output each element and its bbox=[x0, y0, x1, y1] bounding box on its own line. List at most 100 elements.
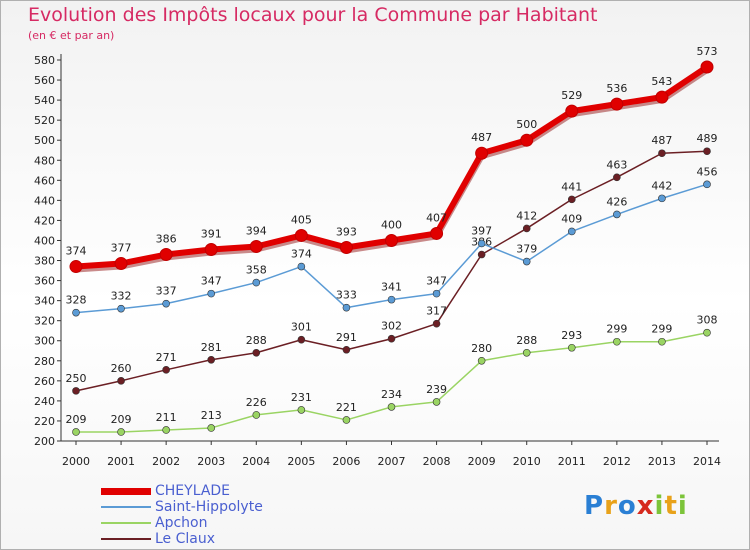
y-tick-label-480: 480 bbox=[34, 154, 55, 167]
point-saint-hippolyte-2011 bbox=[567, 227, 576, 236]
data-label-le-claux-2002: 271 bbox=[156, 351, 177, 364]
data-label-saint-hippolyte-2008: 347 bbox=[426, 275, 447, 288]
y-tick-label-360: 360 bbox=[34, 275, 55, 288]
x-tick-label-2004: 2004 bbox=[242, 455, 270, 468]
point-apchon-2012 bbox=[613, 337, 621, 346]
y-tick-label-340: 340 bbox=[34, 295, 55, 308]
point-cheylade-2006 bbox=[339, 240, 353, 254]
logo-letter-5: t bbox=[664, 491, 678, 521]
data-label-le-claux-2003: 281 bbox=[201, 341, 222, 354]
data-label-saint-hippolyte-2000: 328 bbox=[66, 294, 87, 307]
legend-swatch-cheylade bbox=[101, 488, 151, 495]
logo-letter-0: P bbox=[584, 491, 605, 521]
point-saint-hippolyte-2005 bbox=[297, 262, 306, 271]
y-tick-label-520: 520 bbox=[34, 114, 55, 127]
y-tick-label-560: 560 bbox=[34, 74, 55, 87]
x-tick-label-2014: 2014 bbox=[693, 455, 721, 468]
data-label-cheylade-2013: 543 bbox=[651, 75, 672, 88]
logo-letter-3: x bbox=[636, 491, 655, 521]
data-label-cheylade-2009: 487 bbox=[471, 131, 492, 144]
point-cheylade-2001 bbox=[114, 257, 128, 271]
point-saint-hippolyte-2012 bbox=[613, 210, 621, 219]
data-label-apchon-2014: 308 bbox=[697, 314, 718, 327]
data-label-apchon-2009: 280 bbox=[471, 342, 492, 355]
point-le-claux-2011 bbox=[567, 195, 576, 204]
data-label-saint-hippolyte-2011: 409 bbox=[561, 212, 582, 225]
point-apchon-2001 bbox=[117, 428, 125, 436]
data-label-apchon-2012: 299 bbox=[606, 323, 627, 336]
x-tick-label-2001: 2001 bbox=[107, 455, 135, 468]
point-cheylade-2008 bbox=[430, 226, 444, 240]
point-cheylade-2000 bbox=[69, 260, 83, 274]
point-saint-hippolyte-2001 bbox=[117, 304, 125, 313]
data-label-apchon-2004: 226 bbox=[246, 396, 267, 409]
logo-letter-4: i bbox=[654, 491, 665, 521]
point-le-claux-2012 bbox=[613, 173, 621, 182]
data-label-apchon-2002: 211 bbox=[156, 411, 177, 424]
point-le-claux-2014 bbox=[703, 147, 711, 156]
data-label-le-claux-2008: 317 bbox=[426, 305, 447, 318]
y-tick-label-280: 280 bbox=[34, 355, 55, 368]
data-label-saint-hippolyte-2009: 397 bbox=[471, 224, 492, 237]
y-tick-label-200: 200 bbox=[34, 435, 55, 448]
legend-label-saint-hippolyte: Saint-Hippolyte bbox=[155, 499, 263, 515]
data-label-le-claux-2005: 301 bbox=[291, 321, 312, 334]
point-saint-hippolyte-2010 bbox=[522, 257, 531, 266]
point-saint-hippolyte-2002 bbox=[162, 299, 170, 308]
data-label-cheylade-2006: 393 bbox=[336, 225, 357, 238]
point-apchon-2014 bbox=[703, 328, 711, 337]
point-le-claux-2010 bbox=[522, 224, 531, 233]
data-label-apchon-2001: 209 bbox=[111, 413, 132, 426]
y-tick-label-260: 260 bbox=[34, 375, 55, 388]
point-saint-hippolyte-2007 bbox=[387, 295, 396, 304]
data-label-apchon-2006: 221 bbox=[336, 401, 357, 414]
legend-swatch-apchon bbox=[101, 522, 151, 524]
data-label-saint-hippolyte-2003: 347 bbox=[201, 275, 222, 288]
data-label-cheylade-2004: 394 bbox=[246, 224, 267, 237]
data-label-apchon-2005: 231 bbox=[291, 391, 312, 404]
point-saint-hippolyte-2009 bbox=[477, 239, 486, 248]
data-label-le-claux-2011: 441 bbox=[561, 180, 582, 193]
point-le-claux-2004 bbox=[252, 348, 261, 357]
chart-title: Evolution des Impôts locaux pour la Comm… bbox=[28, 4, 598, 26]
point-cheylade-2009 bbox=[475, 146, 489, 160]
legend-swatch-le-claux bbox=[101, 538, 151, 540]
point-saint-hippolyte-2008 bbox=[432, 289, 441, 298]
point-apchon-2002 bbox=[162, 426, 170, 434]
data-label-apchon-2003: 213 bbox=[201, 409, 222, 422]
x-tick-label-2008: 2008 bbox=[423, 455, 451, 468]
data-label-le-claux-2001: 260 bbox=[111, 362, 132, 375]
proxiti-logo: Proxiti bbox=[584, 491, 688, 521]
y-tick-label-240: 240 bbox=[34, 395, 55, 408]
point-le-claux-2002 bbox=[162, 366, 170, 374]
data-label-le-claux-2010: 412 bbox=[516, 209, 537, 222]
point-le-claux-2003 bbox=[207, 355, 216, 364]
point-cheylade-2003 bbox=[204, 242, 218, 256]
point-apchon-2008 bbox=[432, 398, 441, 406]
point-cheylade-2002 bbox=[159, 248, 173, 262]
data-label-le-claux-2012: 463 bbox=[606, 158, 627, 171]
point-apchon-2000 bbox=[72, 428, 80, 436]
chart-subtitle: (en € et par an) bbox=[28, 29, 115, 42]
point-cheylade-2007 bbox=[385, 233, 398, 247]
point-apchon-2013 bbox=[658, 337, 666, 346]
point-saint-hippolyte-2013 bbox=[658, 194, 666, 203]
point-cheylade-2010 bbox=[520, 133, 534, 147]
data-label-apchon-2000: 209 bbox=[66, 413, 87, 426]
legend-label-apchon: Apchon bbox=[155, 515, 208, 531]
y-tick-label-460: 460 bbox=[34, 174, 55, 187]
point-saint-hippolyte-2003 bbox=[207, 289, 216, 298]
data-label-le-claux-2014: 489 bbox=[697, 132, 718, 145]
y-tick-label-380: 380 bbox=[34, 255, 55, 268]
point-saint-hippolyte-2004 bbox=[252, 278, 261, 287]
x-tick-label-2005: 2005 bbox=[287, 455, 315, 468]
data-label-apchon-2008: 239 bbox=[426, 383, 447, 396]
x-tick-label-2002: 2002 bbox=[152, 455, 180, 468]
point-cheylade-2012 bbox=[610, 97, 624, 111]
point-le-claux-2007 bbox=[387, 334, 396, 343]
x-tick-label-2003: 2003 bbox=[197, 455, 225, 468]
data-label-cheylade-2008: 407 bbox=[426, 211, 447, 224]
data-label-le-claux-2000: 250 bbox=[66, 372, 87, 385]
data-label-saint-hippolyte-2006: 333 bbox=[336, 289, 357, 302]
y-tick-label-400: 400 bbox=[34, 234, 55, 247]
